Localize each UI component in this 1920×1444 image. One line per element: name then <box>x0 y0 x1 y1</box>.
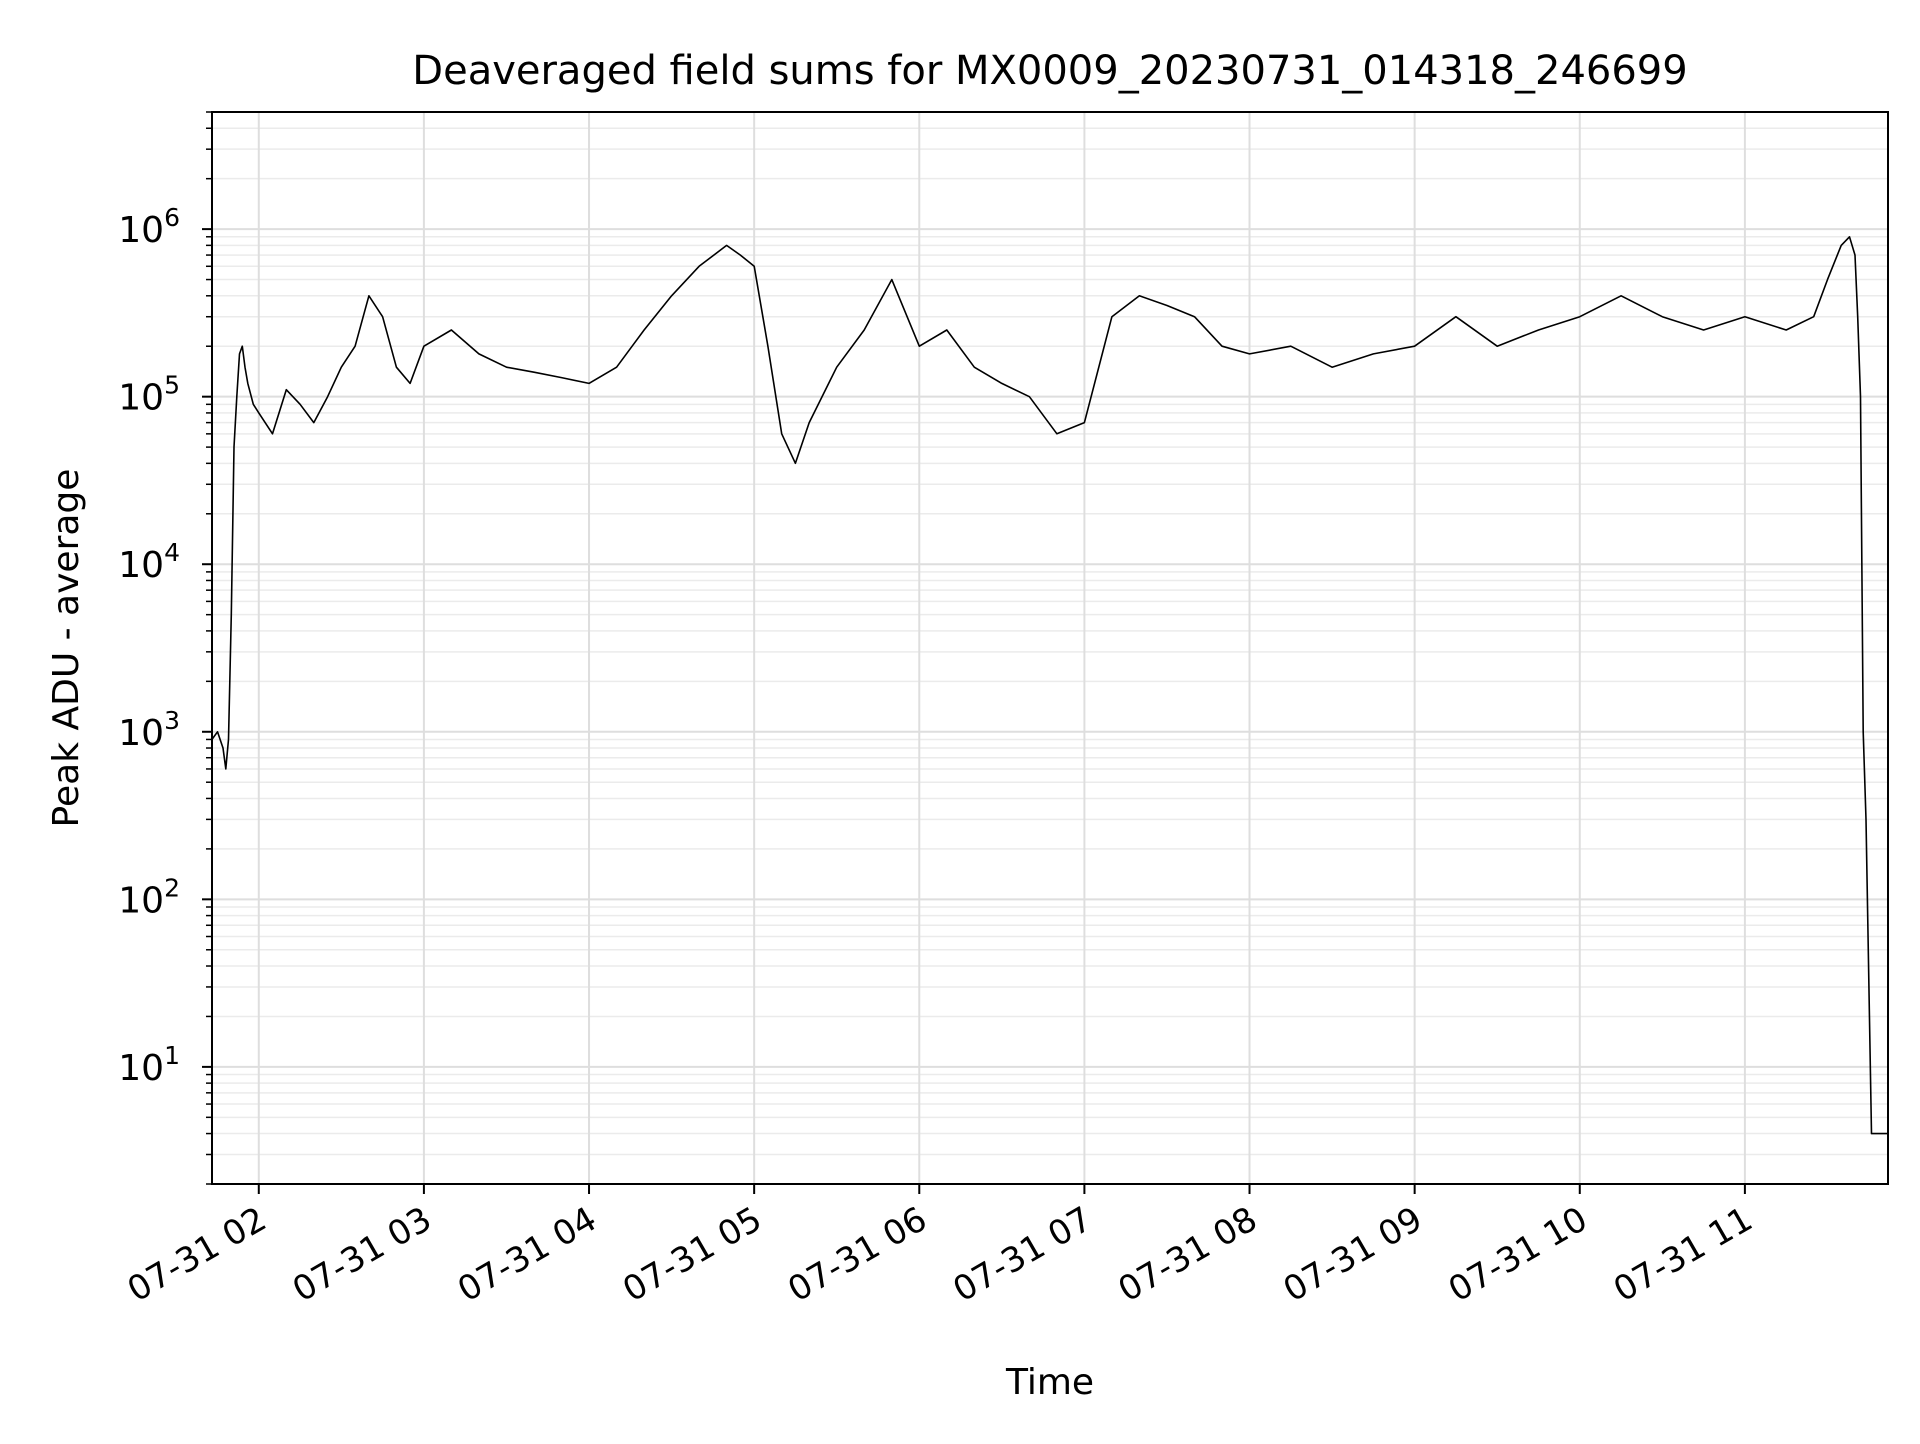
series-layer <box>211 236 1888 1135</box>
grid-lines <box>212 111 1888 1185</box>
chart-title: Deaveraged field sums for MX0009_2023073… <box>412 48 1687 94</box>
y-tick-label: 105 <box>118 371 180 419</box>
plot-area-frame <box>211 111 1889 1185</box>
series-line <box>211 236 1888 1135</box>
x-axis-label: Time <box>1005 1362 1094 1403</box>
y-tick-label: 106 <box>118 203 180 251</box>
y-tick-label: 103 <box>118 706 180 754</box>
y-axis-label: Peak ADU - average <box>46 469 87 828</box>
y-tick-label: 101 <box>118 1041 180 1089</box>
y-tick-label: 102 <box>118 873 180 921</box>
y-tick-label: 104 <box>118 538 180 586</box>
